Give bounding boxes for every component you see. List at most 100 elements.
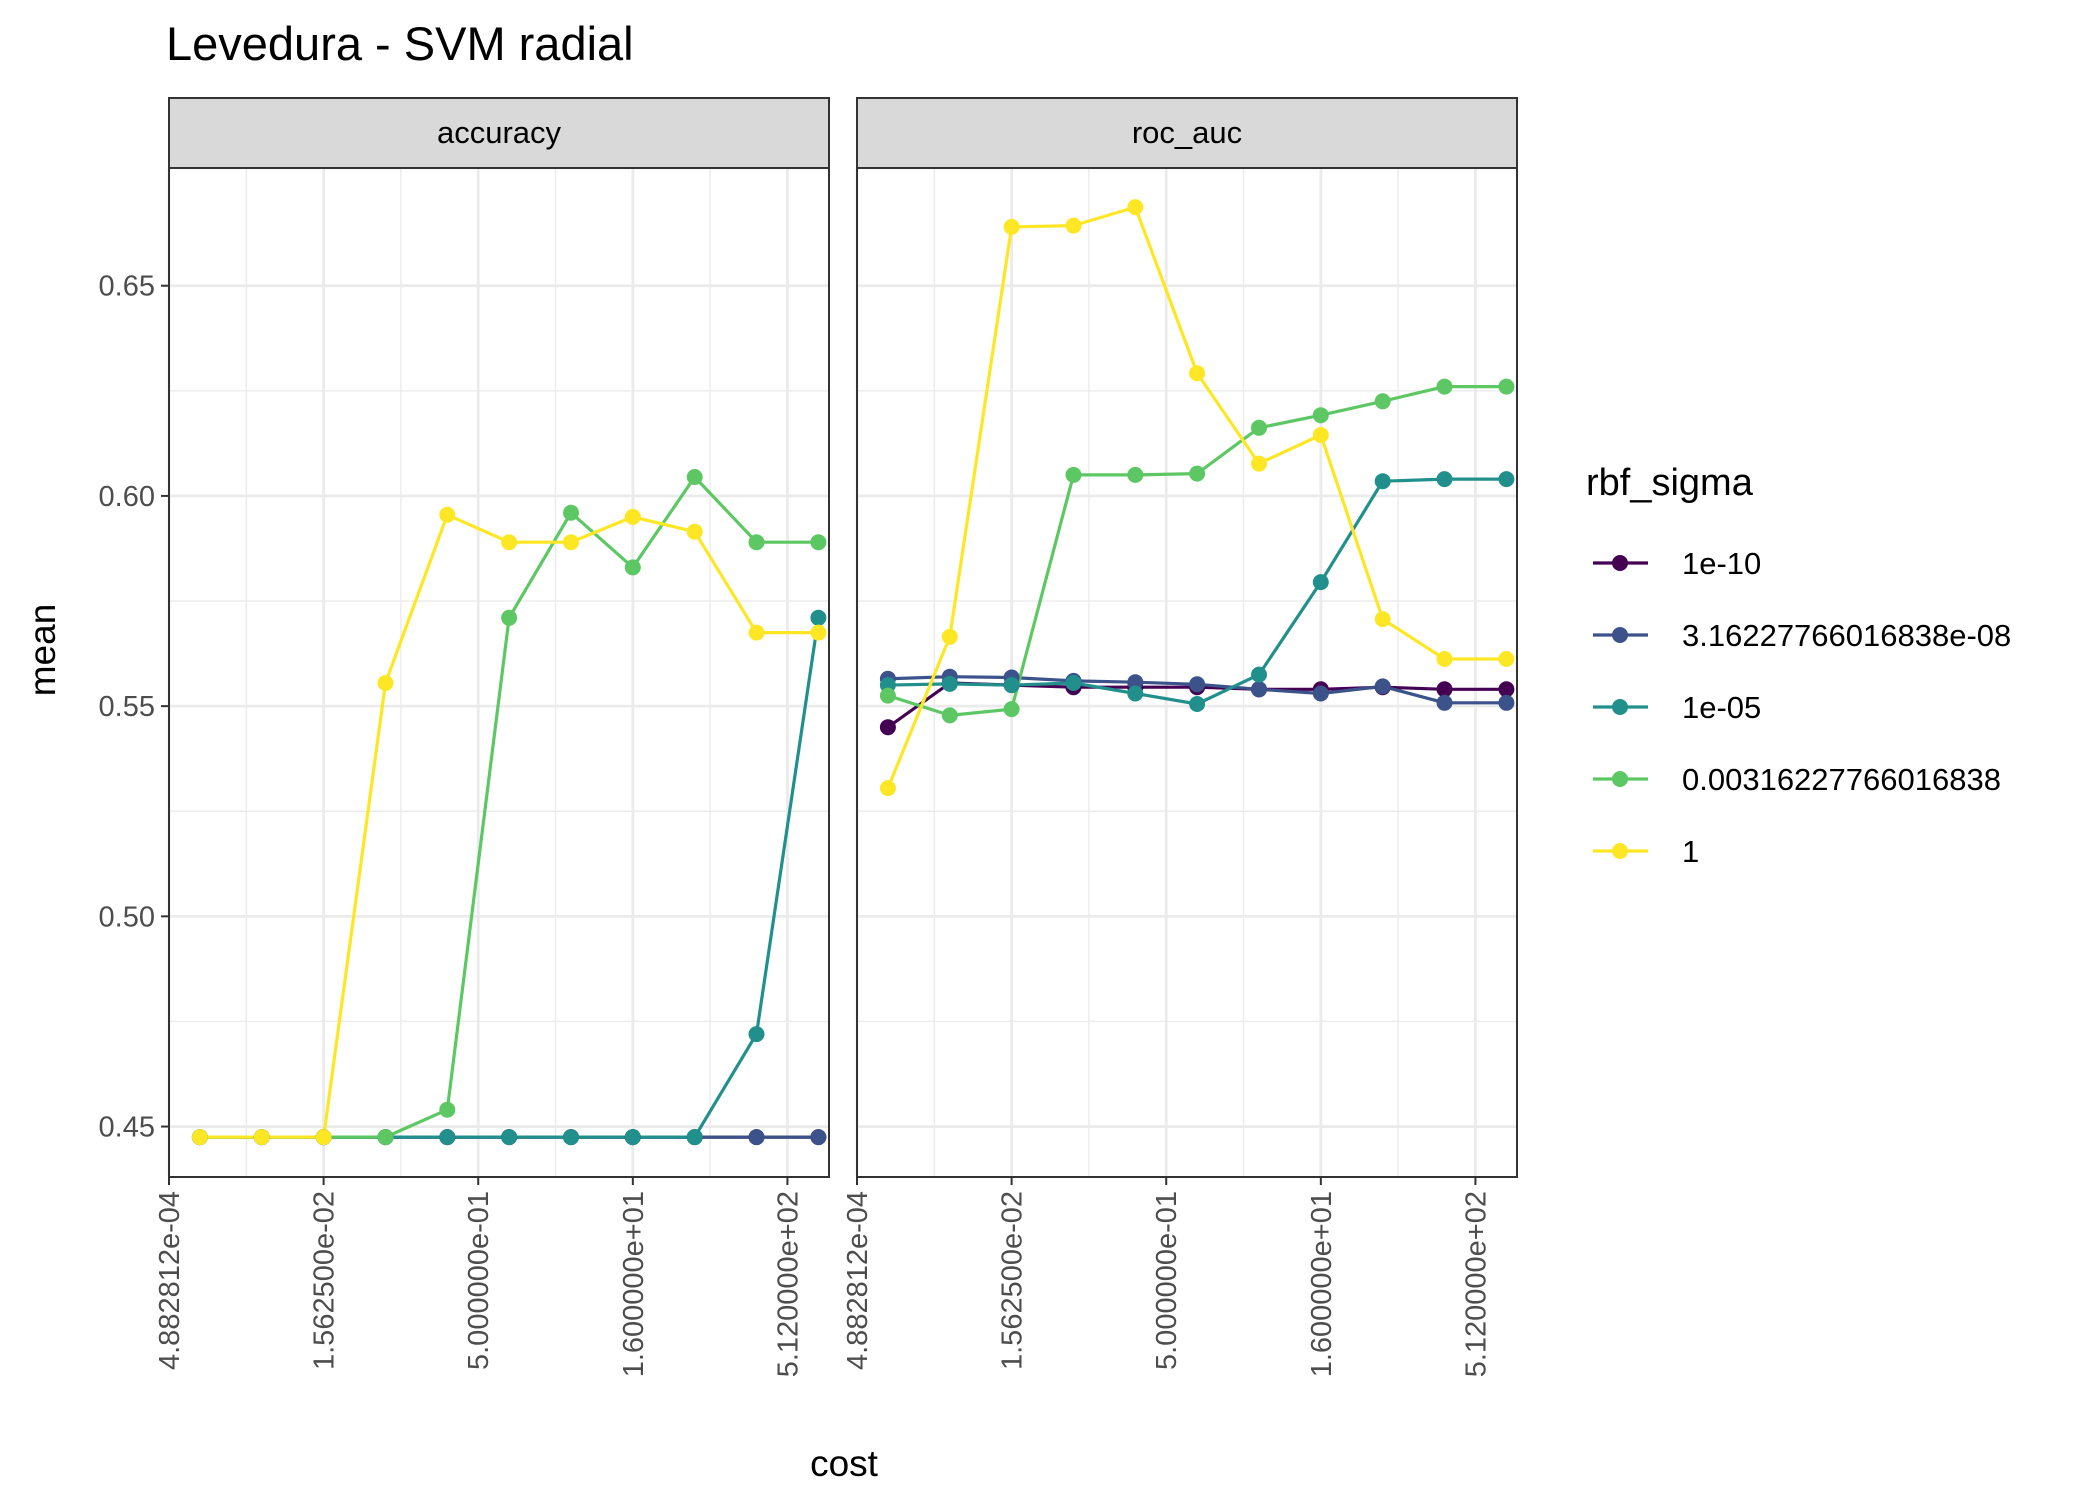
x-tick-label: 5.000000e-01 [463,1191,495,1370]
data-point [501,609,518,626]
data-point [563,1129,579,1146]
panel-border [168,167,830,1178]
data-point [941,707,958,724]
data-point [439,1129,456,1146]
data-point [563,504,579,521]
legend-items: 1e-10 3.16227766016838e-08 1e-05 0.00316227… [1593,546,2011,869]
x-tick-label: 1.600000e+01 [618,1191,650,1377]
y-tick-label: 0.50 [99,901,155,933]
data-point [748,1026,765,1043]
data-point [686,469,703,485]
data-point [1436,651,1453,667]
legend-key-point [1612,843,1628,859]
legend-item: 3.16227766016838e-08 [1593,618,2011,653]
data-point [1251,681,1267,698]
x-tick-label: 1.562500e-02 [309,1191,341,1370]
x-tick-label: 1.562500e-02 [997,1191,1029,1370]
panel-strip [856,97,1518,169]
data-point [810,534,827,551]
data-point [1436,694,1453,711]
data-point [377,1129,394,1146]
data-point [1127,466,1144,483]
data-point [1312,685,1329,702]
x-tick-label: 5.000000e-01 [1151,1191,1183,1370]
data-point [941,675,958,692]
data-point [624,559,641,576]
data-point [1436,378,1453,395]
legend-label: 1 [1682,834,1699,869]
legend-label: 1e-05 [1682,690,1761,725]
data-point [315,1129,332,1146]
data-point [1498,681,1515,698]
data-point [1312,427,1329,443]
legend-label: 3.16227766016838e-08 [1682,618,2011,653]
x-tick-label: 4.882812e-04 [842,1191,874,1370]
data-point [253,1129,270,1146]
x-tick-label: 5.120000e+02 [1460,1191,1492,1377]
y-tick-label: 0.55 [99,691,155,723]
data-point [879,719,896,736]
x-axis-title: cost [810,1443,879,1484]
legend-label: 0.00316227766016838 [1682,762,2001,797]
panel-roc_auc: roc_auc 4.882812e-04 1.562500e-02 5.000000e… [842,97,1518,1377]
legend-key-point [1612,771,1628,787]
data-point [501,534,518,551]
data-point [1003,701,1020,718]
data-point [1065,675,1082,691]
y-tick-label: 0.45 [99,1112,155,1144]
x-tick-label: 5.120000e+02 [772,1191,804,1377]
legend-key-point [1612,555,1628,571]
data-point [1374,473,1391,490]
x-tick-label: 1.600000e+01 [1306,1191,1338,1377]
plot-background [169,168,829,1177]
data-point [810,624,827,641]
data-point [748,1129,765,1146]
panel-accuracy: accuracy 4.882812e-04 1.562500e-02 5.000000… [99,97,830,1377]
data-point [810,1129,827,1146]
legend-label: 1e-10 [1682,546,1761,581]
data-point [1312,407,1329,424]
data-point [1189,696,1206,712]
panels: accuracy 4.882812e-04 1.562500e-02 5.000000… [99,97,1518,1377]
data-point [686,1129,703,1146]
data-point [1189,465,1206,482]
data-point [686,523,703,540]
data-point [1251,666,1267,683]
panel-strip [168,97,830,169]
data-point [624,1129,641,1146]
plot-background [857,168,1517,1177]
data-point [1127,685,1144,702]
legend-item: 1e-10 [1593,546,1761,581]
panel-strip-label: accuracy [437,115,562,150]
data-point [1498,651,1515,667]
data-point [1127,674,1144,691]
x-tick-label: 4.882812e-04 [154,1191,186,1370]
data-point [1127,199,1144,216]
legend: rbf_sigma 1e-10 3.16227766016838e-08 1e-05… [1586,462,2011,869]
legend-key-point [1612,699,1628,715]
data-point [1436,471,1453,488]
data-point [879,687,896,704]
data-point [1251,455,1267,472]
data-point [1189,365,1206,382]
panel-border [856,167,1518,1178]
legend-title: rbf_sigma [1586,462,1754,504]
data-point [1374,678,1391,695]
data-point [1251,419,1267,436]
data-point [879,780,896,797]
y-axis-title: mean [22,604,63,697]
data-point [439,1101,456,1118]
legend-item: 1 [1593,834,1699,869]
legend-item: 1e-05 [1593,690,1761,725]
data-point [1003,677,1020,694]
data-point [624,508,641,525]
data-point [191,1129,208,1146]
data-point [1498,471,1515,488]
data-point [1065,217,1082,234]
data-point [810,609,827,626]
data-point [439,506,456,523]
data-point [501,1129,518,1146]
data-point [377,675,394,691]
data-point [748,534,765,551]
